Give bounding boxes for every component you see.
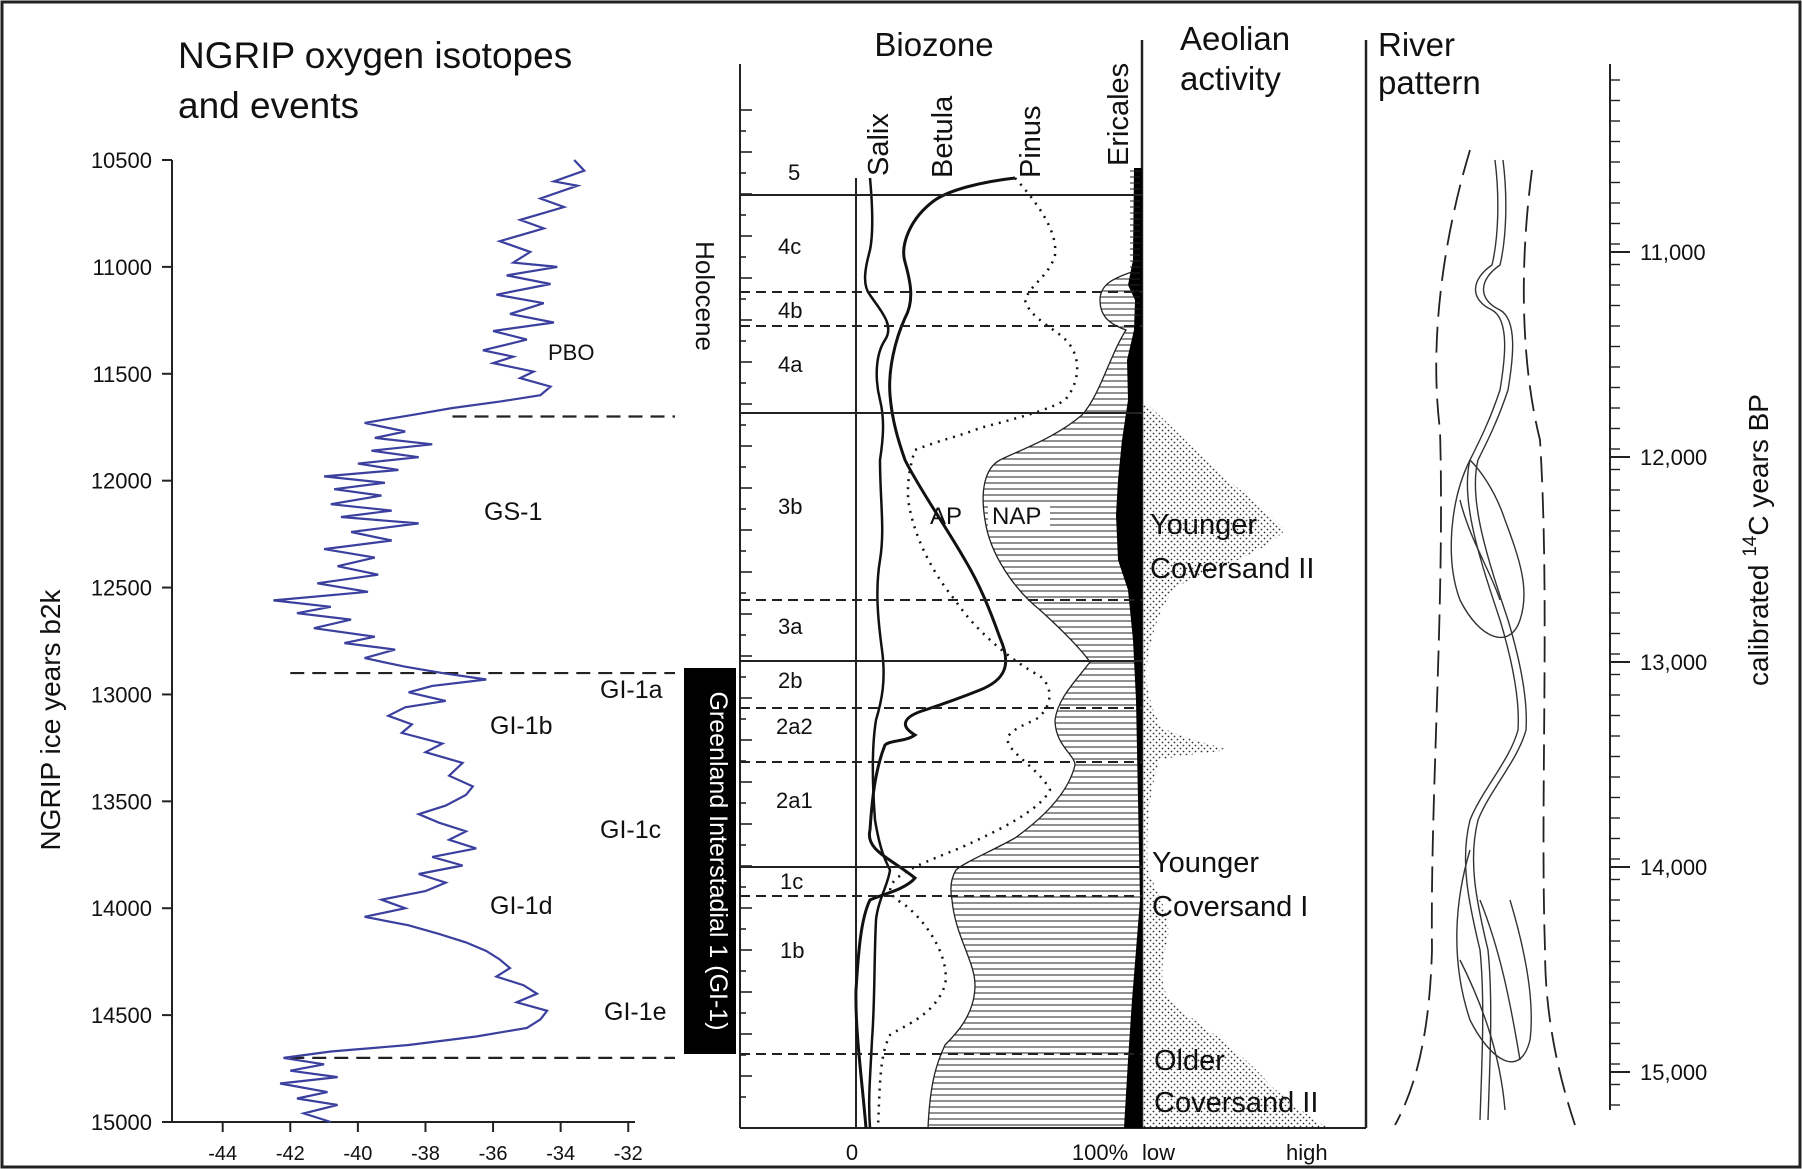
zone-4c-label: 4c [778, 234, 801, 259]
zone-4a-label: 4a [778, 352, 803, 377]
river-title-line1: River [1378, 26, 1455, 63]
annotation-gs-1: GS-1 [484, 498, 542, 526]
aeolian-x-tick-high: high [1286, 1140, 1328, 1165]
braided-channel-lower-c [1459, 959, 1506, 1111]
annotation-gi-1e: GI-1e [604, 998, 667, 1026]
river-channel-single [1464, 159, 1520, 1121]
braided-channel-upper-a [1450, 459, 1525, 639]
ngrip-y-tick-label-12000: 12000 [91, 469, 152, 494]
annotation-gi-1d: GI-1d [490, 892, 553, 920]
aeolian-x-tick-low: low [1142, 1140, 1175, 1165]
ngrip-y-tick-label-13000: 13000 [91, 682, 152, 707]
older-coversand-ii-line1: Older [1154, 1045, 1225, 1077]
calibrated-axis-label: calibrated 14C years BP [1740, 394, 1774, 686]
ngrip-x-tick-label--34: -34 [546, 1143, 575, 1165]
ngrip-x-tick-label--42: -42 [276, 1143, 305, 1165]
ngrip-x-tick-label--40: -40 [343, 1143, 372, 1165]
calibrated-tick-label-2: 13,000 [1640, 650, 1707, 675]
ngrip-y-tick-label-15000: 15000 [91, 1110, 152, 1135]
younger-coversand-i-line1: Younger [1152, 847, 1259, 879]
ngrip-x-tick-label--36: -36 [479, 1143, 508, 1165]
calibrated-axis-label-pre: calibrated [1743, 557, 1774, 686]
river-pattern-panel: River pattern [1378, 26, 1576, 1126]
ngrip-title-line2: and events [178, 85, 359, 126]
ngrip-x-tick-label--44: -44 [208, 1143, 237, 1165]
calibrated-tick-label-1: 12,000 [1640, 445, 1707, 470]
betula-label: Betula [927, 95, 959, 178]
ngrip-y-tick-label-13500: 13500 [91, 789, 152, 814]
annotation-gi-1a: GI-1a [600, 676, 663, 704]
annotation-pbo: PBO [548, 340, 594, 365]
ericales-label: Ericales [1103, 63, 1135, 166]
river-title-line2: pattern [1378, 64, 1481, 101]
valley-edge-left [1394, 149, 1471, 1126]
biozone-panel: Biozone 5 4c 4b 4a 3b 3a [690, 26, 1144, 1165]
zone-3a-label: 3a [778, 614, 803, 639]
ngrip-isotope-series-line [273, 159, 587, 1124]
biozone-x-tick-100: 100% [1072, 1140, 1128, 1165]
salix-label: Salix [863, 113, 895, 176]
valley-edge-right [1522, 169, 1576, 1126]
biozone-title: Biozone [874, 26, 993, 63]
braided-channel-lower-b [1479, 899, 1521, 1061]
zone-2a1-label: 2a1 [776, 788, 813, 813]
zone-2a2-label: 2a2 [776, 714, 813, 739]
ngrip-y-axis-label: NGRIP ice years b2k [35, 589, 66, 851]
ngrip-y-tick-label-11500: 11500 [92, 362, 152, 387]
aeolian-activity-area [1142, 400, 1330, 1128]
zone-5-label: 5 [788, 160, 800, 185]
aeolian-title-line1: Aeolian [1180, 20, 1290, 57]
ngrip-y-tick-label-11000: 11000 [92, 255, 152, 280]
calibrated-tick-label-0: 11,000 [1640, 240, 1706, 265]
aeolian-panel: Aeolian activity Younger Coversand II Yo… [1142, 20, 1368, 1165]
ngrip-x-tick-label--38: -38 [411, 1143, 440, 1165]
aeolian-title-line2: activity [1180, 60, 1281, 97]
zone-2b-label: 2b [778, 668, 802, 693]
river-channel-parallel [1472, 159, 1528, 1121]
ngrip-x-tick-label--32: -32 [614, 1143, 643, 1165]
ngrip-panel: NGRIP oxygen isotopes and events NGRIP i… [35, 35, 736, 1165]
nap-label: NAP [992, 503, 1041, 530]
nap-label-background [988, 502, 1050, 530]
braided-channel-upper-b [1459, 499, 1501, 601]
ngrip-y-tick-label-14000: 14000 [91, 896, 152, 921]
braided-channel-lower-a [1456, 849, 1532, 1063]
ngrip-y-tick-label-12500: 12500 [91, 576, 152, 601]
zone-4b-label: 4b [778, 298, 802, 323]
ngrip-title-line1: NGRIP oxygen isotopes [178, 35, 572, 76]
calibrated-axis-label-sup: 14 [1740, 535, 1761, 557]
zone-3b-label: 3b [778, 494, 802, 519]
annotation-gi-1b: GI-1b [490, 712, 553, 740]
ngrip-y-tick-label-10500: 10500 [91, 148, 152, 173]
ap-label: AP [930, 503, 962, 530]
annotation-gi-1c: GI-1c [600, 816, 661, 844]
nap-hatched-area [927, 174, 1143, 1129]
younger-coversand-ii-line1: Younger [1150, 509, 1257, 541]
calibrated-axis-panel: 11,000 12,000 13,000 14,000 15,000 calibrate… [1609, 64, 1774, 1110]
younger-coversand-ii-line2: Coversand II [1150, 553, 1314, 585]
ericales-area [1116, 168, 1142, 1128]
gi-1-vertical-label: Greenland Interstadial 1 (GI-1) [704, 691, 732, 1030]
younger-coversand-i-line2: Coversand I [1152, 891, 1308, 923]
pinus-label: Pinus [1015, 105, 1047, 178]
calibrated-tick-label-4: 15,000 [1640, 1060, 1707, 1085]
zone-1b-label: 1b [780, 938, 804, 963]
zone-1c-label: 1c [780, 869, 803, 894]
biozone-x-tick-0: 0 [846, 1140, 858, 1165]
calibrated-tick-label-3: 14,000 [1640, 855, 1707, 880]
ngrip-y-tick-label-14500: 14500 [91, 1003, 152, 1028]
calibrated-axis-label-post: C years BP [1743, 394, 1774, 536]
pinus-curve [876, 177, 1079, 1129]
betula-curve [854, 176, 1016, 1129]
ericales-upper-hatch [1130, 168, 1140, 318]
gi-1-label-box [684, 668, 736, 1054]
salix-curve [863, 177, 892, 1129]
older-coversand-ii-line2: Coversand II [1154, 1087, 1318, 1119]
holocene-label: Holocene [690, 241, 720, 351]
